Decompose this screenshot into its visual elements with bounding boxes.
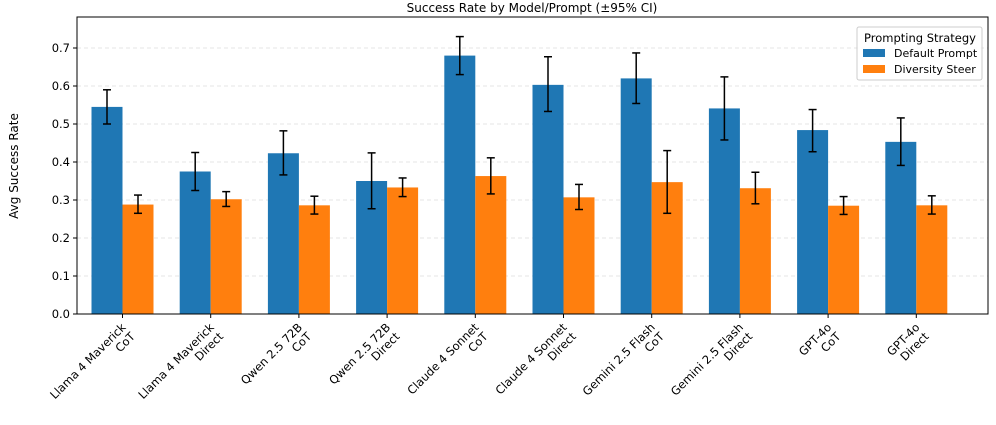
x-tick-label: GPT-4oCoT — [796, 320, 844, 368]
x-tick-label: Llama 4 MaverickDirect — [135, 320, 226, 411]
bar-diversity — [563, 197, 595, 314]
x-tick-label: Claude 4 SonnetDirect — [493, 320, 580, 407]
bar-default — [91, 106, 123, 315]
bar-diversity — [828, 205, 860, 314]
x-tick-label: GPT-4oDirect — [884, 320, 932, 368]
y-tick-label: 0.0 — [52, 307, 70, 321]
y-tick-label: 0.4 — [52, 155, 70, 169]
legend-label-diversity: Diversity Steer — [894, 63, 976, 76]
bar-default — [708, 108, 740, 314]
x-tick-label: Qwen 2.5 72BCoT — [238, 320, 315, 397]
bar-diversity — [122, 204, 154, 314]
bar-default — [620, 78, 652, 315]
x-tick-label: Claude 4 SonnetCoT — [404, 320, 491, 407]
legend-swatch-diversity — [863, 65, 885, 73]
plot-frame — [76, 16, 989, 315]
bar-diversity — [387, 187, 419, 314]
x-tick-label: Gemini 2.5 FlashDirect — [668, 320, 756, 408]
y-tick-label: 0.3 — [52, 193, 70, 207]
bar-diversity — [210, 199, 242, 314]
y-tick-label: 0.6 — [52, 79, 70, 93]
legend: Prompting Strategy Default Prompt Divers… — [856, 26, 983, 81]
bar-diversity — [739, 188, 771, 314]
legend-swatch-default — [863, 49, 885, 57]
x-tick-label: Gemini 2.5 FlashCoT — [580, 320, 668, 408]
y-axis-label: Avg Success Rate — [7, 113, 21, 219]
bar-default — [267, 153, 299, 314]
bar-default — [444, 55, 476, 314]
bar-diversity — [475, 176, 507, 314]
bar-diversity — [298, 205, 330, 314]
bar-default — [885, 141, 917, 314]
bar-default — [532, 84, 564, 314]
legend-title: Prompting Strategy — [864, 31, 976, 45]
y-tick-label: 0.1 — [52, 269, 70, 283]
bar-default — [797, 130, 829, 314]
y-tick-label: 0.5 — [52, 117, 70, 131]
chart-title: Success Rate by Model/Prompt (±95% CI) — [407, 1, 658, 15]
x-tick-label: Llama 4 MaverickCoT — [47, 320, 138, 411]
legend-label-default: Default Prompt — [894, 47, 978, 60]
x-tick-label: Qwen 2.5 72BDirect — [326, 320, 403, 397]
y-tick-label: 0.7 — [52, 41, 70, 55]
bar-diversity — [916, 205, 948, 314]
y-tick-label: 0.2 — [52, 231, 70, 245]
bar-default — [179, 171, 211, 314]
